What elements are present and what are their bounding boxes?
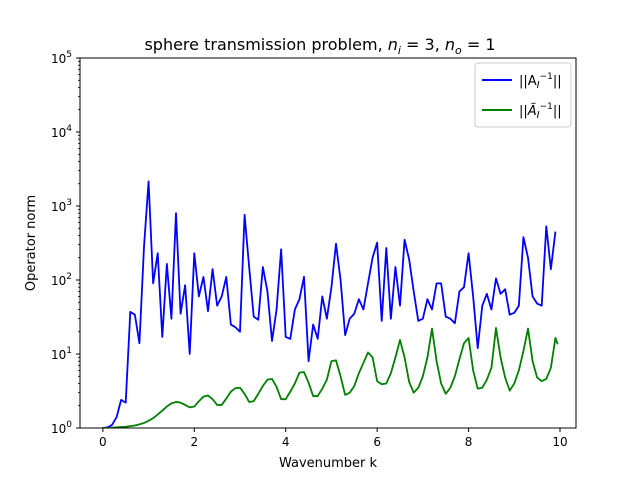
x-tick-label: 8 — [465, 435, 473, 449]
y-tick-label: 105 — [51, 50, 72, 66]
series-layer — [102, 180, 559, 428]
series-line-1 — [102, 180, 557, 428]
y-tick-label: 103 — [51, 198, 72, 214]
y-axis-label: Operator norm — [24, 195, 39, 291]
y-tick-label: 100 — [51, 420, 72, 436]
y-tick-label: 104 — [51, 124, 72, 140]
series-line-2 — [102, 327, 559, 428]
legend-label-series-1: ||AI−1|| — [519, 72, 562, 91]
legend-label-series-2: ||ÃI−1|| — [519, 102, 562, 121]
ticks-layer: 0 2 4 6 8 10 100 101 102 103 104 105 — [51, 50, 568, 449]
x-tick-label: 0 — [99, 435, 107, 449]
legend: ||AI−1|| ||ÃI−1|| — [474, 62, 572, 128]
x-tick-label: 4 — [282, 435, 290, 449]
chart-title: sphere transmission problem, ni = 3, no … — [144, 35, 495, 57]
y-tick-label: 101 — [51, 346, 72, 362]
y-tick-label: 102 — [51, 272, 72, 288]
x-axis-label: Wavenumber k — [279, 456, 378, 471]
x-tick-label: 6 — [373, 435, 381, 449]
x-tick-label: 2 — [190, 435, 198, 449]
axes-frame — [79, 57, 577, 429]
x-tick-label: 10 — [552, 435, 567, 449]
